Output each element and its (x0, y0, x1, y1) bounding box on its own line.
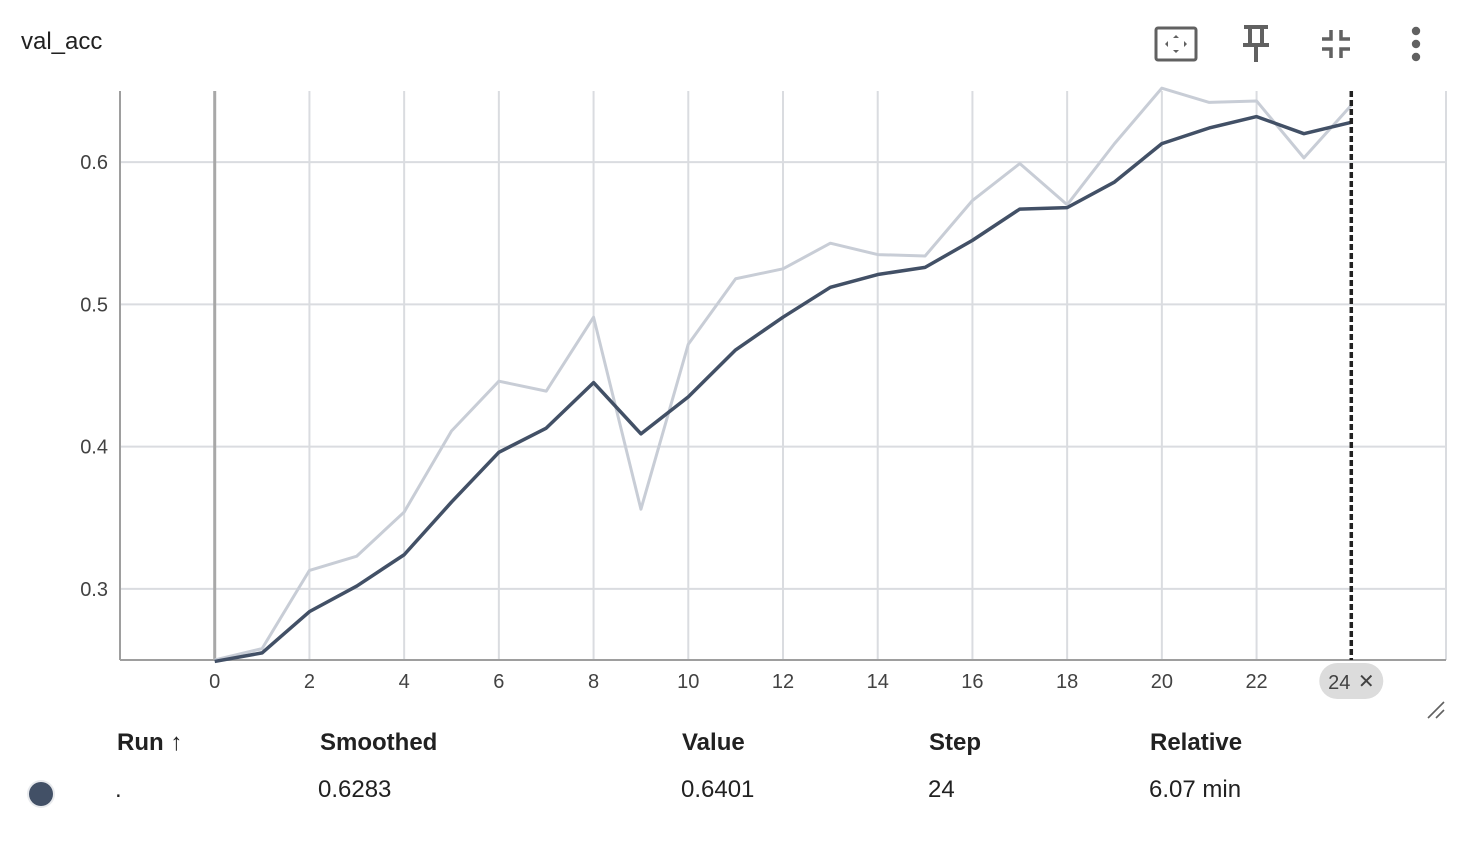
chart-series (214, 86, 1353, 664)
y-tick-label: 0.6 (80, 152, 108, 174)
hover-step-label: 24 (1328, 672, 1350, 694)
hover-cursor: 24 ✕ (1319, 91, 1384, 699)
x-tick-label: 14 (867, 671, 889, 693)
header-run[interactable]: Run ↑ (117, 729, 183, 756)
x-tick-label: 12 (772, 671, 794, 693)
x-tick-label: 6 (493, 671, 504, 693)
x-tick-label: 0 (209, 671, 220, 693)
more-button[interactable] (1394, 22, 1438, 66)
line-chart[interactable]: 0.30.40.50.6 0 2 4 6 8 10 12 14 16 18 20 22 24 ✕ (0, 80, 1474, 710)
more-vert-icon (1411, 26, 1421, 62)
close-icon[interactable]: ✕ (1358, 671, 1375, 693)
y-tick-label: 0.4 (80, 437, 108, 459)
chart-grid (119, 91, 1447, 661)
x-tick-label: 2 (304, 671, 315, 693)
x-tick-label: 18 (1056, 671, 1078, 693)
x-axis: 0 2 4 6 8 10 12 14 16 18 20 22 (209, 671, 1268, 693)
y-tick-label: 0.3 (80, 579, 108, 601)
card-toolbar (1154, 22, 1474, 66)
card-title: val_acc (21, 28, 103, 55)
x-tick-label: 22 (1245, 671, 1267, 693)
fit-domain-button[interactable] (1154, 22, 1198, 66)
pin-button[interactable] (1234, 22, 1278, 66)
x-tick-label: 4 (399, 671, 410, 693)
collapse-icon (1322, 30, 1350, 58)
raw-series-line (214, 86, 1353, 662)
hover-step-badge (1319, 663, 1384, 699)
fit-domain-icon (1154, 26, 1198, 62)
run-color-swatch (29, 782, 53, 806)
header-step[interactable]: Step (929, 729, 982, 756)
run-name: . (115, 776, 122, 803)
x-tick-label: 10 (677, 671, 699, 693)
pin-icon (1243, 25, 1269, 62)
header-smoothed[interactable]: Smoothed (320, 729, 438, 756)
y-axis: 0.3 0.4 0.5 0.6 (80, 152, 108, 601)
x-tick-label: 20 (1151, 671, 1173, 693)
raw-value: 0.6401 (681, 776, 755, 803)
smoothed-value: 0.6283 (318, 776, 392, 803)
relative-value: 6.07 min (1149, 776, 1242, 803)
smoothed-series-line (214, 114, 1352, 664)
step-value: 24 (928, 776, 955, 803)
x-tick-label: 16 (961, 671, 983, 693)
collapse-button[interactable] (1314, 22, 1358, 66)
header-value[interactable]: Value (682, 729, 745, 756)
resize-handle-icon[interactable] (1426, 700, 1446, 720)
y-tick-label: 0.5 (80, 294, 108, 316)
header-relative[interactable]: Relative (1150, 729, 1243, 756)
x-tick-label: 8 (588, 671, 599, 693)
